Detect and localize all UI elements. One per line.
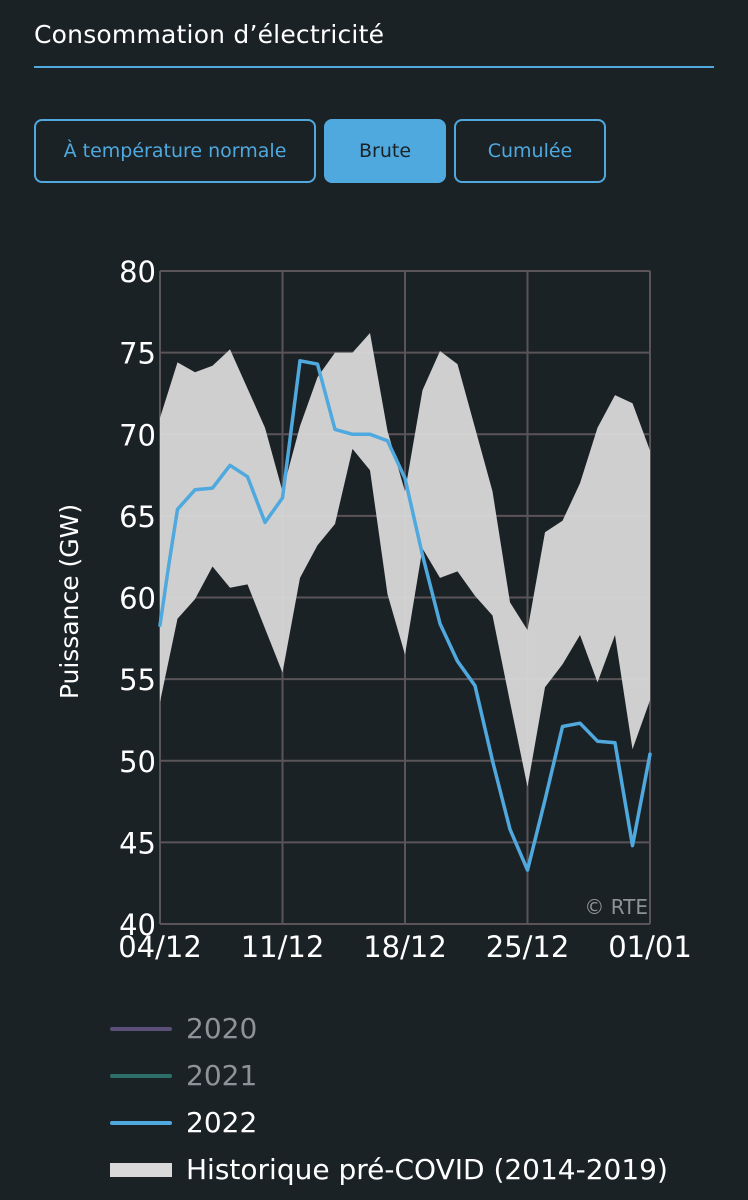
x-tick-label-3: 25/12 — [486, 930, 570, 964]
legend-item-2022[interactable]: 2022 — [110, 1099, 668, 1146]
view-tabs: À température normale Brute Cumulée — [34, 119, 614, 187]
tab-temperature-normale[interactable]: À température normale — [34, 119, 316, 183]
y-tick-label-80: 80 — [119, 255, 156, 289]
x-tick-label-4: 01/01 — [608, 930, 692, 964]
y-tick-label-70: 70 — [119, 418, 156, 452]
legend-label-2021: 2021 — [186, 1059, 258, 1092]
consumption-chart: 40 45 50 55 60 65 70 75 80 04/12 11/12 18/12 25/12 01… — [55, 255, 692, 964]
legend-swatch-historique — [110, 1162, 172, 1177]
legend-swatch-2021 — [110, 1073, 172, 1078]
chart-watermark: © RTE — [584, 895, 648, 919]
legend-item-2020[interactable]: 2020 — [110, 1005, 668, 1052]
y-tick-label-75: 75 — [119, 337, 156, 371]
axis-layer: 40 45 50 55 60 65 70 75 80 04/12 11/12 18/12 25/12 01… — [118, 255, 692, 964]
series-line-2022 — [158, 359, 652, 872]
legend-swatch-2020 — [110, 1026, 172, 1031]
y-tick-label-40: 40 — [119, 908, 156, 942]
legend-item-historique[interactable]: Historique pré-COVID (2014-2019) — [110, 1146, 668, 1193]
y-axis-label: Puissance (GW) — [55, 504, 84, 699]
tab-brute[interactable]: Brute — [324, 119, 446, 183]
y-tick-label-50: 50 — [119, 745, 156, 779]
x-tick-label-0: 04/12 — [118, 930, 202, 964]
y-tick-label-45: 45 — [119, 826, 156, 860]
legend-item-2021[interactable]: 2021 — [110, 1052, 668, 1099]
y-tick-label-60: 60 — [119, 582, 156, 616]
legend-label-historique: Historique pré-COVID (2014-2019) — [186, 1153, 668, 1186]
series-layer — [158, 359, 652, 872]
y-tick-label-65: 65 — [119, 500, 156, 534]
x-tick-label-1: 11/12 — [241, 930, 325, 964]
x-tick-label-2: 18/12 — [363, 930, 447, 964]
legend-label-2020: 2020 — [186, 1012, 258, 1045]
page-title: Consommation d’électricité — [34, 20, 385, 49]
legend-label-2022: 2022 — [186, 1106, 258, 1139]
legend-swatch-2022 — [110, 1120, 172, 1125]
title-divider — [34, 66, 714, 68]
historical-band-layer — [160, 333, 650, 787]
chart-legend: 2020 2021 2022 Historique pré-COVID (201… — [110, 1005, 668, 1193]
tab-cumulee[interactable]: Cumulée — [454, 119, 606, 183]
historical-band-area — [160, 333, 650, 787]
y-tick-label-55: 55 — [119, 663, 156, 697]
